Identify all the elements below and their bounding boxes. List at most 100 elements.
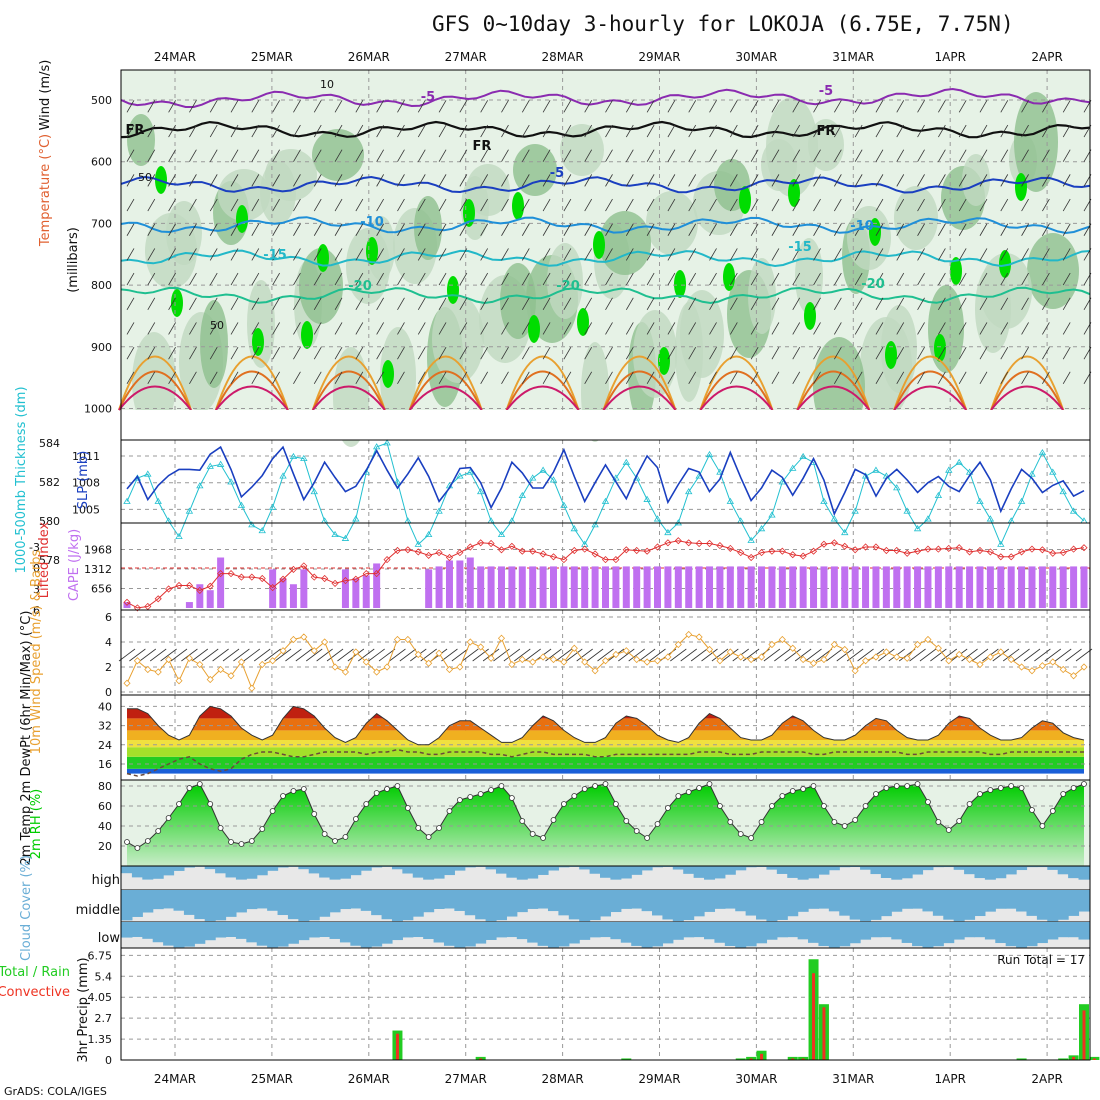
- wind-barb: [542, 272, 551, 286]
- wind-barb: [334, 174, 343, 187]
- wind-barb-10m: [285, 648, 302, 662]
- wind-barb: [438, 198, 447, 212]
- cloud-cover-bar: [527, 866, 539, 879]
- wind-barb: [1000, 346, 1009, 360]
- wind-barb: [709, 248, 717, 261]
- wind-barb: [521, 346, 530, 360]
- warm-isotherm-arc: [893, 370, 968, 411]
- wind-barb: [709, 297, 717, 310]
- wind-barb: [480, 297, 489, 310]
- cloud-cover-bar: [891, 922, 903, 940]
- wind-barb: [501, 100, 509, 113]
- cloud-cover-bar: [360, 866, 372, 871]
- date-tick-bottom: 31MAR: [832, 1072, 874, 1086]
- wind-barb: [771, 198, 780, 212]
- wind-barb: [251, 322, 260, 335]
- warm-isotherm-arc: [215, 385, 289, 411]
- warm-isotherm-arc: [408, 370, 483, 411]
- wind-barb: [750, 297, 759, 310]
- wind-barb: [875, 346, 884, 360]
- wind-barb: [209, 100, 218, 113]
- wind-speed-point: [903, 654, 911, 662]
- wind-barb: [355, 198, 364, 212]
- warm-isotherm-arc: [699, 370, 774, 411]
- cloud-cover-bar: [714, 922, 726, 943]
- thickness-point: [1038, 448, 1047, 456]
- cape-bar: [206, 590, 214, 608]
- wind-barb: [917, 174, 925, 187]
- wind-barb: [834, 198, 842, 212]
- wind-barb: [230, 198, 239, 212]
- cloud-cover-bar: [163, 890, 175, 909]
- wind-barb: [917, 272, 925, 286]
- wind-barb: [875, 248, 884, 261]
- cloud-cover-bar: [589, 922, 601, 938]
- wind-barb: [168, 346, 176, 360]
- rh-point: [352, 816, 359, 822]
- wind-speed-point: [601, 657, 610, 665]
- lifted-index-point: [674, 537, 682, 545]
- wind-barb: [126, 174, 135, 187]
- cloud-cover-bar: [766, 922, 778, 940]
- thickness-point: [841, 528, 849, 536]
- lifted-index-point: [1038, 546, 1046, 554]
- warm-isotherm-arc: [505, 370, 580, 411]
- wind-barb-10m: [222, 648, 240, 662]
- wind-barb: [355, 100, 364, 113]
- cloud-cover-bar: [932, 866, 944, 868]
- wind-barb: [938, 198, 946, 212]
- thickness-point: [549, 476, 558, 483]
- wind-barb: [376, 149, 384, 162]
- cloud-cover-bar: [704, 922, 716, 940]
- cloud-cover-bar: [527, 922, 539, 943]
- cape-bar: [341, 569, 349, 608]
- rh-point: [155, 828, 162, 834]
- cloud-cover-bar: [558, 922, 570, 947]
- wind-speed-point: [206, 675, 214, 684]
- cloud-cover-bar: [329, 866, 341, 880]
- rh-high-core: [788, 179, 800, 207]
- lifted-index-point: [258, 574, 266, 583]
- cloud-cover-bar: [1057, 922, 1069, 938]
- lifted-index-point: [331, 579, 339, 587]
- date-tick-bottom: 27MAR: [445, 1072, 487, 1086]
- rh-point: [893, 783, 900, 789]
- thickness-point: [591, 521, 599, 528]
- cloud-cover-bar: [1047, 866, 1059, 870]
- wind-barb-10m: [378, 648, 396, 662]
- wind-barb: [625, 272, 634, 286]
- thickness-tick: 578: [39, 554, 60, 567]
- wind-barb: [501, 322, 509, 335]
- precip-convective-bar: [395, 1033, 399, 1060]
- wind-barb: [251, 346, 260, 360]
- warm-isotherm-arc: [408, 355, 483, 411]
- cloud-cover-bar: [828, 922, 840, 948]
- thickness-point: [705, 450, 714, 458]
- rh-point: [550, 817, 557, 823]
- cloud-cover-bar: [1026, 890, 1038, 916]
- wind-barb: [854, 149, 863, 162]
- cape-bar: [674, 566, 682, 608]
- cloud-cover-bar: [339, 922, 351, 943]
- wind-barb: [646, 223, 655, 236]
- wind-barb-10m: [670, 648, 687, 662]
- isotherm-line: [120, 120, 1091, 139]
- lifted-index-point: [664, 539, 672, 547]
- wind-barb: [917, 322, 925, 335]
- isotherm-label: -15: [263, 248, 287, 263]
- cloud-cover-bar: [693, 890, 705, 917]
- wind-speed-point: [685, 630, 693, 639]
- wind-barb: [189, 100, 197, 113]
- wind-barb: [209, 248, 218, 261]
- wind-barb: [896, 174, 905, 187]
- cloud-cover-bar: [1005, 890, 1017, 909]
- wind-barb: [313, 297, 322, 310]
- wind-barb: [979, 322, 988, 335]
- wind-barb: [126, 297, 135, 310]
- wind-barb: [625, 198, 634, 212]
- cloud-cover-bar: [308, 922, 320, 938]
- lifted-index-point: [861, 543, 870, 551]
- wind-barb-10m: [295, 648, 313, 662]
- rh-point: [945, 827, 952, 833]
